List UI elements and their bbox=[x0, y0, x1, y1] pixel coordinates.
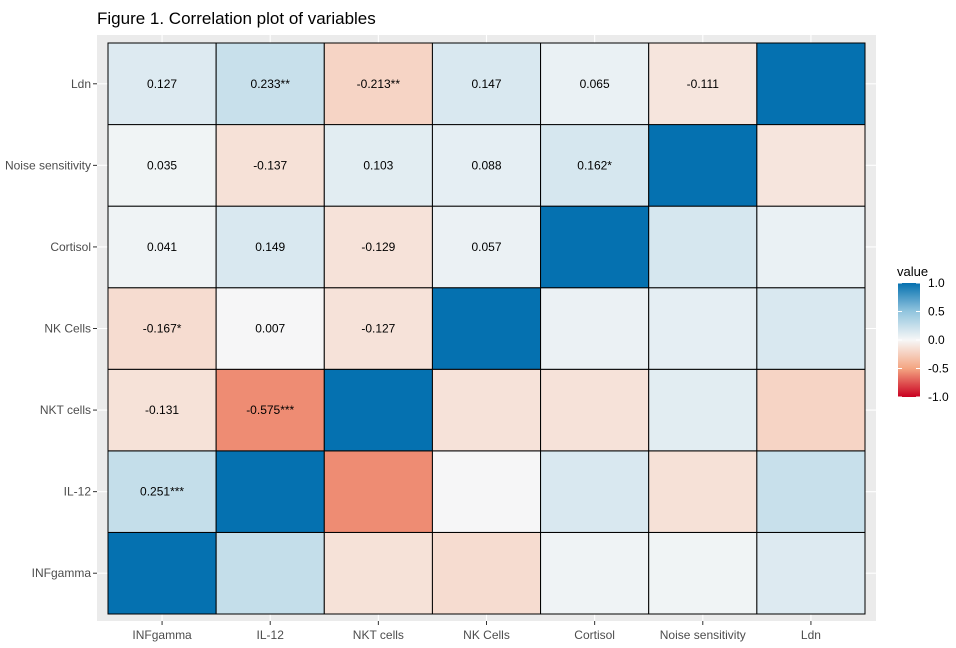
heatmap-cell bbox=[540, 368, 650, 452]
y-tick-label: INFgamma bbox=[32, 566, 92, 580]
heatmap-cell bbox=[756, 42, 866, 126]
heatmap-cell bbox=[648, 287, 758, 370]
legend-tick-label: -0.5 bbox=[928, 362, 949, 376]
cell-value-label: 0.149 bbox=[255, 240, 285, 254]
heatmap-cell bbox=[540, 287, 650, 370]
y-tick-label: NK Cells bbox=[44, 322, 91, 336]
heatmap-cell bbox=[323, 531, 433, 615]
heatmap-cell bbox=[756, 124, 866, 207]
cell-value-label: 0.147 bbox=[471, 77, 501, 91]
heatmap-cell bbox=[648, 124, 758, 207]
cell-value-label: -0.129 bbox=[361, 240, 395, 254]
heatmap-cell bbox=[431, 287, 542, 370]
heatmap-cell bbox=[215, 42, 325, 126]
cell-value-label: 0.057 bbox=[471, 240, 501, 254]
heatmap-cell bbox=[431, 42, 542, 126]
heatmap-cell bbox=[215, 124, 325, 207]
heatmap-cell bbox=[215, 450, 325, 533]
legend-tick-label: 0.5 bbox=[928, 305, 945, 319]
heatmap-cell bbox=[540, 42, 650, 126]
x-tick-label: NKT cells bbox=[353, 628, 404, 642]
y-tick-label: Cortisol bbox=[50, 240, 91, 254]
legend-colorbar bbox=[898, 283, 920, 397]
heatmap-cell bbox=[323, 368, 433, 452]
cell-value-label: -0.575*** bbox=[246, 403, 294, 417]
heatmap-cell bbox=[756, 531, 866, 615]
heatmap-cell bbox=[648, 531, 758, 615]
y-tick-label: Ldn bbox=[71, 77, 91, 91]
cell-value-label: 0.251*** bbox=[140, 485, 184, 499]
y-tick-label: IL-12 bbox=[64, 485, 92, 499]
cell-value-label: 0.233** bbox=[251, 77, 291, 91]
cell-value-label: -0.127 bbox=[361, 322, 395, 336]
heatmap-cell bbox=[107, 287, 217, 370]
heatmap-cell bbox=[540, 124, 650, 207]
heatmap-cell bbox=[648, 450, 758, 533]
heatmap-cell bbox=[323, 450, 433, 533]
heatmap-cell bbox=[107, 42, 217, 126]
heatmap-cell bbox=[107, 531, 217, 615]
cell-value-label: -0.131 bbox=[145, 403, 179, 417]
heatmap-cell bbox=[431, 450, 542, 533]
heatmap-cell bbox=[540, 531, 650, 615]
heatmap-cell bbox=[756, 450, 866, 533]
x-tick-label: Ldn bbox=[801, 628, 821, 642]
heatmap-cell bbox=[648, 205, 758, 289]
heatmap-cell bbox=[107, 368, 217, 452]
heatmap-cell bbox=[431, 531, 542, 615]
heatmap-cell bbox=[431, 124, 542, 207]
cell-value-label: 0.162* bbox=[577, 158, 612, 172]
heatmap-cell bbox=[540, 450, 650, 533]
cell-value-label: 0.035 bbox=[147, 158, 177, 172]
cell-value-label: 0.041 bbox=[147, 240, 177, 254]
heatmap-cell bbox=[323, 205, 433, 289]
legend-tick-label: 0.0 bbox=[928, 333, 945, 347]
x-tick-label: IL-12 bbox=[257, 628, 285, 642]
cell-value-label: 0.127 bbox=[147, 77, 177, 91]
x-tick-label: INFgamma bbox=[132, 628, 192, 642]
heatmap-cell bbox=[323, 42, 433, 126]
legend-tick-label: -1.0 bbox=[928, 390, 949, 404]
cell-value-label: 0.065 bbox=[580, 77, 610, 91]
chart-title: Figure 1. Correlation plot of variables bbox=[97, 9, 376, 28]
legend-title: value bbox=[897, 264, 928, 279]
heatmap-cell bbox=[215, 205, 325, 289]
y-tick-label: Noise sensitivity bbox=[5, 158, 91, 172]
legend-tick-label: 1.0 bbox=[928, 276, 945, 290]
heatmap-cell bbox=[756, 287, 866, 370]
cell-value-label: 0.103 bbox=[363, 158, 393, 172]
x-tick-label: Cortisol bbox=[574, 628, 615, 642]
cell-value-label: -0.111 bbox=[687, 77, 720, 91]
cell-value-label: -0.167* bbox=[143, 322, 182, 336]
heatmap-cell bbox=[215, 287, 325, 370]
cell-value-label: -0.137 bbox=[253, 158, 287, 172]
heatmap-cell bbox=[107, 450, 217, 533]
heatmap-cell bbox=[648, 368, 758, 452]
heatmap-cell bbox=[756, 368, 866, 452]
heatmap-cell bbox=[648, 42, 758, 126]
color-legend: value 1.0 0.5 0.0 -0.5 -1.0 bbox=[897, 264, 949, 404]
cell-value-label: -0.213** bbox=[357, 77, 401, 91]
heatmap-cell bbox=[540, 205, 650, 289]
heatmap-cell bbox=[431, 368, 542, 452]
x-tick-label: Noise sensitivity bbox=[660, 628, 746, 642]
plot-area: 0.251*** -0.131 -0.167* 0.041 0.035 0.127 -0.5… bbox=[5, 35, 876, 642]
heatmap-cell bbox=[431, 205, 542, 289]
cell-value-label: 0.007 bbox=[255, 322, 285, 336]
heatmap-cell bbox=[756, 205, 866, 289]
cell-value-label: 0.088 bbox=[471, 158, 501, 172]
y-tick-label: NKT cells bbox=[40, 403, 91, 417]
x-tick-label: NK Cells bbox=[463, 628, 510, 642]
heatmap-cell bbox=[215, 531, 325, 615]
